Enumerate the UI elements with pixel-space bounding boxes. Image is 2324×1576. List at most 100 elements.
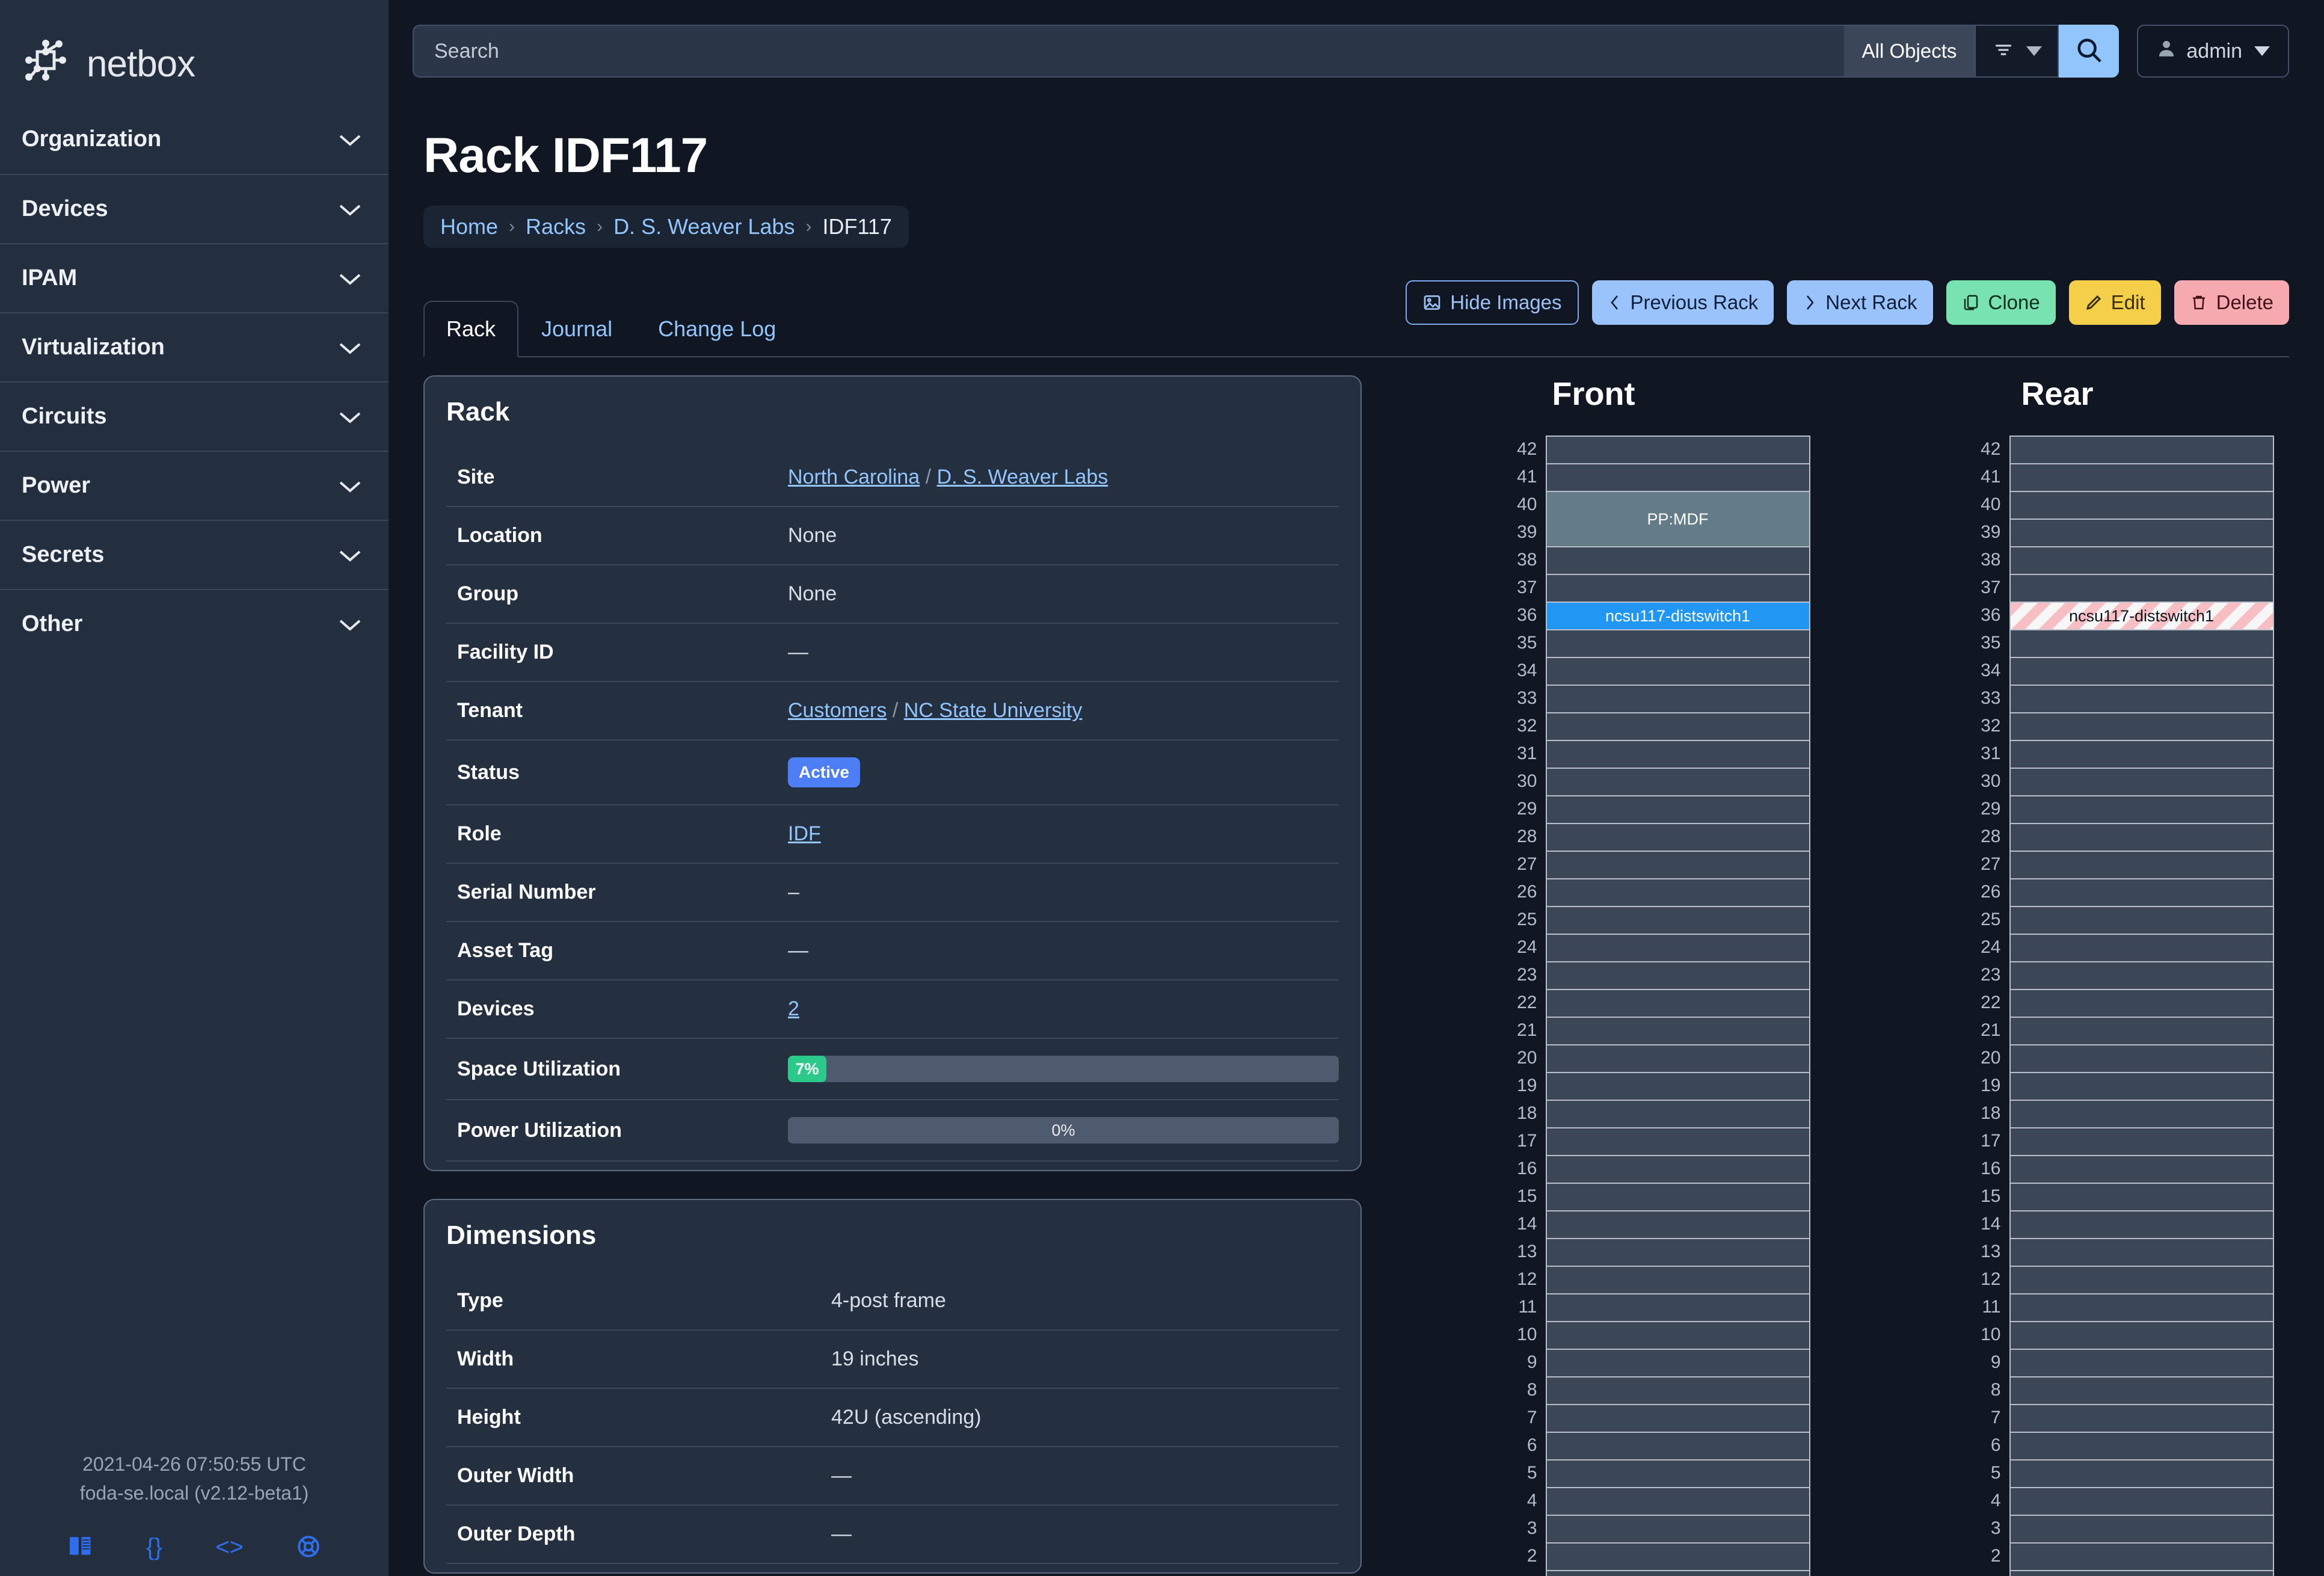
rack-unit-slot[interactable]: [1546, 1544, 1809, 1571]
rack-unit-slot[interactable]: [2010, 852, 2273, 879]
rack-unit-slot[interactable]: [2010, 575, 2273, 603]
rack-front-frame[interactable]: PP:MDF ncsu117-distswitch1: [1545, 436, 1810, 1576]
rack-unit-slot[interactable]: [1546, 1377, 1809, 1405]
rack-unit-slot[interactable]: [2010, 1294, 2273, 1322]
rack-unit-slot[interactable]: [2010, 935, 2273, 962]
rack-device[interactable]: ncsu117-distswitch1: [1546, 603, 1809, 629]
breadcrumb-item-site[interactable]: D. S. Weaver Labs: [613, 214, 795, 239]
sidebar-item-circuits[interactable]: Circuits: [0, 381, 389, 451]
rack-unit-slot[interactable]: [2010, 437, 2273, 464]
rack-unit-slot[interactable]: [2010, 741, 2273, 769]
rack-unit-slot[interactable]: [1546, 1405, 1809, 1433]
tenant-group-link[interactable]: Customers: [788, 699, 887, 722]
rack-unit-slot[interactable]: [1546, 437, 1809, 464]
devices-count-link[interactable]: 2: [788, 997, 799, 1020]
tenant-link[interactable]: NC State University: [903, 699, 1083, 722]
support-lifering-icon[interactable]: [297, 1535, 320, 1559]
tab-journal[interactable]: Journal: [518, 301, 635, 356]
rack-unit-slot[interactable]: [1546, 464, 1809, 492]
sidebar-item-organization[interactable]: Organization: [0, 105, 389, 174]
rack-unit-slot[interactable]: [2010, 1350, 2273, 1377]
rack-unit-slot[interactable]: [2010, 1544, 2273, 1571]
rack-unit-slot[interactable]: [1546, 962, 1809, 990]
rack-unit-slot[interactable]: [1546, 686, 1809, 713]
rack-unit-slot[interactable]: [2010, 1128, 2273, 1156]
user-menu-button[interactable]: admin: [2137, 25, 2289, 78]
search-submit-button[interactable]: [2059, 25, 2120, 78]
site-region-link[interactable]: North Carolina: [788, 466, 920, 488]
rack-unit-slot[interactable]: [1546, 1045, 1809, 1073]
rack-unit-slot[interactable]: [2010, 464, 2273, 492]
previous-rack-button[interactable]: Previous Rack: [1591, 280, 1774, 325]
rack-unit-slot[interactable]: [2010, 686, 2273, 713]
rack-unit-slot[interactable]: [2010, 1045, 2273, 1073]
tab-rack[interactable]: Rack: [423, 301, 519, 357]
rack-unit-slot[interactable]: [1546, 713, 1809, 741]
rack-unit-slot[interactable]: [1546, 1018, 1809, 1045]
rack-device[interactable]: ncsu117-distswitch1: [2010, 603, 2273, 629]
search-filter-button[interactable]: [1975, 25, 2059, 78]
rack-unit-slot[interactable]: [2010, 547, 2273, 575]
rack-unit-slot[interactable]: [1546, 1433, 1809, 1461]
search-input[interactable]: [413, 25, 1844, 78]
rack-unit-slot[interactable]: [1546, 1101, 1809, 1128]
rack-unit-slot[interactable]: [1546, 1211, 1809, 1239]
rack-unit-slot[interactable]: [2010, 658, 2273, 686]
rack-unit-slot[interactable]: [2010, 1516, 2273, 1544]
rack-unit-slot[interactable]: [1546, 1461, 1809, 1488]
tab-change-log[interactable]: Change Log: [635, 301, 799, 356]
rack-unit-slot[interactable]: [2010, 824, 2273, 852]
rack-unit-slot[interactable]: [1546, 1128, 1809, 1156]
sidebar-item-other[interactable]: Other: [0, 589, 389, 658]
rack-unit-slot[interactable]: [2010, 1488, 2273, 1516]
clone-button[interactable]: Clone: [1946, 280, 2056, 325]
rack-unit-slot[interactable]: [1546, 547, 1809, 575]
rack-unit-slot[interactable]: [1546, 1516, 1809, 1544]
hide-images-button[interactable]: Hide Images: [1406, 280, 1579, 325]
rack-unit-slot[interactable]: [1546, 575, 1809, 603]
rack-unit-slot[interactable]: [2010, 1461, 2273, 1488]
rack-unit-slot[interactable]: [2010, 1073, 2273, 1101]
rack-unit-slot[interactable]: [1546, 852, 1809, 879]
rack-unit-slot[interactable]: [1546, 658, 1809, 686]
rack-device[interactable]: PP:MDF: [1546, 492, 1809, 546]
sidebar-item-ipam[interactable]: IPAM: [0, 243, 389, 312]
rack-unit-slot[interactable]: [2010, 1018, 2273, 1045]
source-code-icon[interactable]: <>: [215, 1534, 244, 1560]
rack-unit-slot[interactable]: [2010, 769, 2273, 796]
rack-unit-slot[interactable]: [2010, 1101, 2273, 1128]
rack-unit-slot[interactable]: [1546, 879, 1809, 907]
api-braces-icon[interactable]: {}: [146, 1534, 162, 1560]
rack-unit-slot[interactable]: [1546, 907, 1809, 935]
rack-unit-slot[interactable]: [1546, 1322, 1809, 1350]
rack-unit-slot[interactable]: [2010, 1377, 2273, 1405]
rack-unit-slot[interactable]: [2010, 1211, 2273, 1239]
rack-unit-slot[interactable]: [1546, 1488, 1809, 1516]
rack-unit-slot[interactable]: [2010, 962, 2273, 990]
next-rack-button[interactable]: Next Rack: [1787, 280, 1933, 325]
rack-unit-slot[interactable]: [2010, 1239, 2273, 1267]
docs-book-icon[interactable]: [69, 1535, 93, 1559]
breadcrumb-item-home[interactable]: Home: [440, 214, 499, 239]
rack-unit-slot[interactable]: [1546, 1571, 1809, 1576]
role-link[interactable]: IDF: [788, 822, 821, 845]
rack-unit-slot[interactable]: [1546, 1267, 1809, 1294]
rack-unit-slot[interactable]: [2010, 1184, 2273, 1211]
search-scope-button[interactable]: All Objects: [1843, 25, 1975, 78]
sidebar-item-power[interactable]: Power: [0, 451, 389, 520]
sidebar-item-virtualization[interactable]: Virtualization: [0, 312, 389, 381]
breadcrumb-item-racks[interactable]: Racks: [526, 214, 586, 239]
rack-unit-slot[interactable]: [2010, 713, 2273, 741]
rack-unit-slot[interactable]: [2010, 1267, 2273, 1294]
rack-unit-slot[interactable]: [2010, 1571, 2273, 1576]
rack-unit-slot[interactable]: [1546, 630, 1809, 658]
rack-unit-slot[interactable]: [2010, 990, 2273, 1018]
edit-button[interactable]: Edit: [2068, 280, 2161, 325]
rack-unit-slot[interactable]: [2010, 1322, 2273, 1350]
sidebar-item-secrets[interactable]: Secrets: [0, 520, 389, 589]
rack-unit-slot[interactable]: [1546, 796, 1809, 824]
brand[interactable]: netbox: [0, 0, 389, 102]
rack-unit-slot[interactable]: [2010, 907, 2273, 935]
rack-unit-slot[interactable]: [2010, 1405, 2273, 1433]
rack-unit-slot[interactable]: [1546, 1350, 1809, 1377]
